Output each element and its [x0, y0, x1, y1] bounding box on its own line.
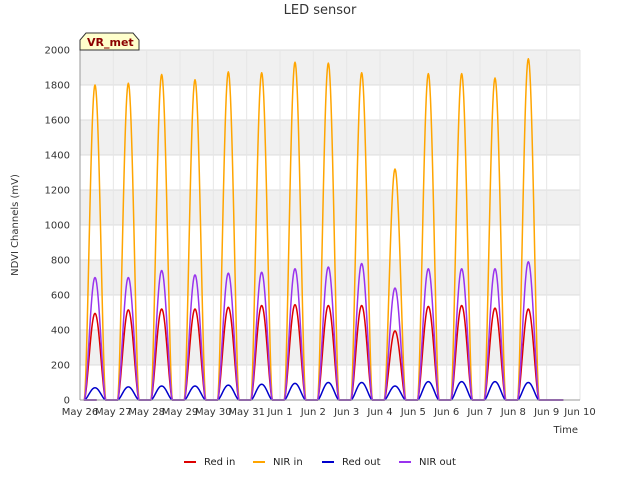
legend-item-red-in: Red in	[184, 457, 235, 468]
y-tick-label: 600	[51, 291, 70, 302]
y-tick-label: 400	[51, 326, 70, 337]
x-tick-label: May 30	[195, 407, 232, 418]
y-tick-label: 2000	[45, 46, 70, 57]
plot-band	[80, 190, 580, 225]
axes	[79, 50, 580, 401]
legend: Red in NIR in Red out NIR out	[184, 457, 456, 468]
y-axis-label: NDVI Channels (mV)	[10, 174, 21, 276]
y-tick-label: 200	[51, 361, 70, 372]
legend-item-red-out: Red out	[322, 457, 381, 468]
x-tick-label: Jun 4	[366, 407, 392, 418]
x-tick-label: May 28	[128, 407, 165, 418]
y-tick-label: 1400	[45, 151, 70, 162]
y-tick-label: 1600	[45, 116, 70, 127]
x-axis-label: Time	[553, 425, 578, 436]
x-tick-label: May 31	[228, 407, 265, 418]
x-tick-label: May 29	[162, 407, 199, 418]
x-tick-label: Jun 9	[533, 407, 559, 418]
plot-band	[80, 330, 580, 365]
y-tick-label: 1800	[45, 81, 70, 92]
x-tick-label: Jun 2	[300, 407, 326, 418]
x-tick-label: Jun 1	[266, 407, 292, 418]
y-tick-label: 800	[51, 256, 70, 267]
legend-item-nir-out: NIR out	[399, 457, 456, 468]
x-tick-label: Jun 7	[466, 407, 492, 418]
gridlines	[79, 49, 581, 401]
y-tick-labels: 0 200 400 600 800 1000 1200 1400 1600 1800 2000	[45, 46, 70, 407]
y-tick-label: 1000	[45, 221, 70, 232]
x-tick-label: Jun 3	[333, 407, 359, 418]
x-tick-label: Jun 6	[433, 407, 459, 418]
x-tick-label: Jun 8	[500, 407, 526, 418]
legend-label: NIR out	[419, 457, 456, 468]
x-tick-label: May 26	[62, 407, 99, 418]
x-tick-label: May 27	[95, 407, 132, 418]
annotation-label: VR_met	[87, 36, 134, 49]
y-tick-label: 1200	[45, 186, 70, 197]
legend-label: NIR in	[273, 457, 303, 468]
x-tick-label: Jun 5	[400, 407, 426, 418]
y-tick-label: 0	[64, 396, 70, 407]
legend-label: Red out	[342, 457, 381, 468]
x-tick-label: Jun 10	[563, 407, 596, 418]
legend-label: Red in	[204, 457, 235, 468]
legend-item-nir-in: NIR in	[253, 457, 303, 468]
annotation-badge: VR_met	[79, 32, 140, 51]
chart-title: LED sensor	[284, 3, 357, 18]
plot-band	[80, 120, 580, 155]
